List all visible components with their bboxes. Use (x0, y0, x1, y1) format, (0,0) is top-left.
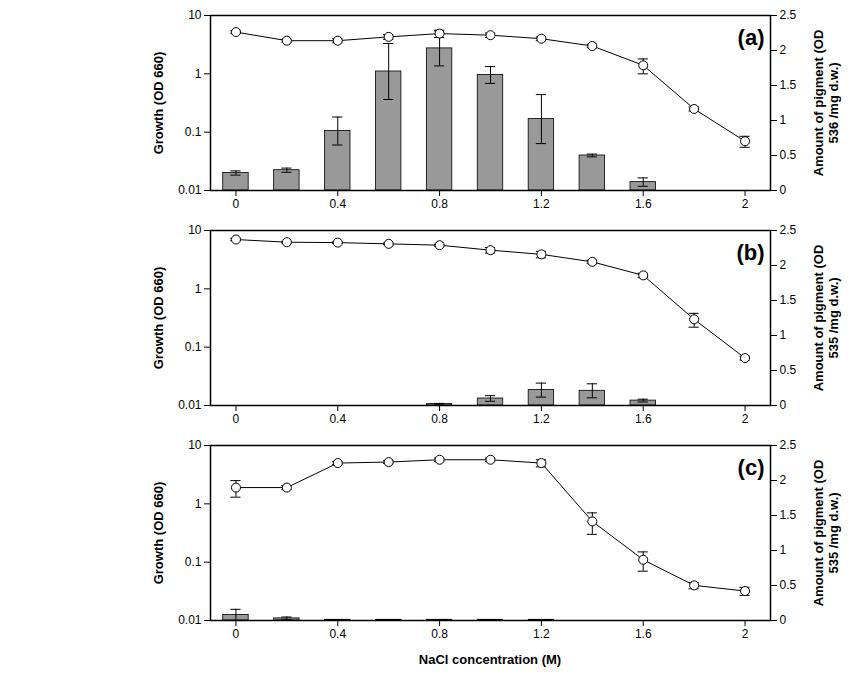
svg-text:0.5: 0.5 (780, 578, 797, 592)
svg-text:1: 1 (780, 113, 787, 127)
svg-text:(a): (a) (738, 25, 765, 50)
svg-text:2: 2 (780, 258, 787, 272)
svg-text:2: 2 (742, 627, 749, 641)
svg-text:0: 0 (233, 627, 240, 641)
html-text:Amount of pigment (OD 535 /mg: Amount of pigment (OD 535 /mg d.w.) (811, 244, 841, 391)
svg-text:1.6: 1.6 (635, 627, 652, 641)
svg-text:2: 2 (742, 197, 749, 211)
svg-text:10: 10 (188, 8, 202, 22)
svg-text:1.2: 1.2 (533, 627, 550, 641)
svg-text:0.4: 0.4 (329, 197, 346, 211)
svg-text:1.6: 1.6 (635, 197, 652, 211)
svg-text:(b): (b) (736, 240, 764, 265)
svg-text:0.01: 0.01 (178, 398, 202, 412)
svg-text:0.8: 0.8 (431, 197, 448, 211)
html-text:Amount of pigment (OD 535 /mg: Amount of pigment (OD 535 /mg d.w.) (811, 459, 841, 606)
svg-text:1.2: 1.2 (533, 412, 550, 426)
svg-text:2: 2 (742, 412, 749, 426)
svg-text:1: 1 (780, 543, 787, 557)
svg-text:0.1: 0.1 (185, 340, 202, 354)
svg-text:0.4: 0.4 (329, 412, 346, 426)
svg-text:0.8: 0.8 (431, 627, 448, 641)
svg-text:0.4: 0.4 (329, 627, 346, 641)
svg-text:2.5: 2.5 (780, 223, 797, 237)
svg-text:1: 1 (195, 282, 202, 296)
svg-text:0: 0 (780, 613, 787, 627)
svg-text:1: 1 (195, 67, 202, 81)
svg-text:1: 1 (780, 328, 787, 342)
svg-text:0.5: 0.5 (780, 363, 797, 377)
svg-text:0.1: 0.1 (185, 125, 202, 139)
svg-text:1.5: 1.5 (780, 78, 797, 92)
svg-text:0: 0 (780, 183, 787, 197)
html-text:NaCl concentration (M): NaCl concentration (M) (418, 652, 562, 667)
svg-text:1: 1 (195, 497, 202, 511)
svg-text:2.5: 2.5 (780, 8, 797, 22)
svg-text:0: 0 (233, 412, 240, 426)
html-text:Amount of pigment (OD 536 /mg: Amount of pigment (OD 536 /mg d.w.) (811, 29, 841, 176)
html-text:Growth (OD 660): Growth (OD 660) (150, 51, 166, 154)
svg-text:2: 2 (780, 43, 787, 57)
svg-text:10: 10 (188, 438, 202, 452)
html-text:Growth (OD 660): Growth (OD 660) (150, 481, 166, 584)
svg-text:2.5: 2.5 (780, 438, 797, 452)
svg-text:1.5: 1.5 (780, 508, 797, 522)
svg-text:10: 10 (188, 223, 202, 237)
svg-text:1.6: 1.6 (635, 412, 652, 426)
svg-text:0.01: 0.01 (178, 183, 202, 197)
svg-text:(c): (c) (738, 455, 765, 480)
svg-text:1.5: 1.5 (780, 293, 797, 307)
svg-text:0.8: 0.8 (431, 412, 448, 426)
svg-text:1.2: 1.2 (533, 197, 550, 211)
svg-text:0.1: 0.1 (185, 555, 202, 569)
svg-text:0: 0 (780, 398, 787, 412)
html-text:Growth (OD 660): Growth (OD 660) (150, 266, 166, 369)
svg-text:0.5: 0.5 (780, 148, 797, 162)
svg-text:2: 2 (780, 473, 787, 487)
svg-text:0: 0 (233, 197, 240, 211)
svg-text:0.01: 0.01 (178, 613, 202, 627)
